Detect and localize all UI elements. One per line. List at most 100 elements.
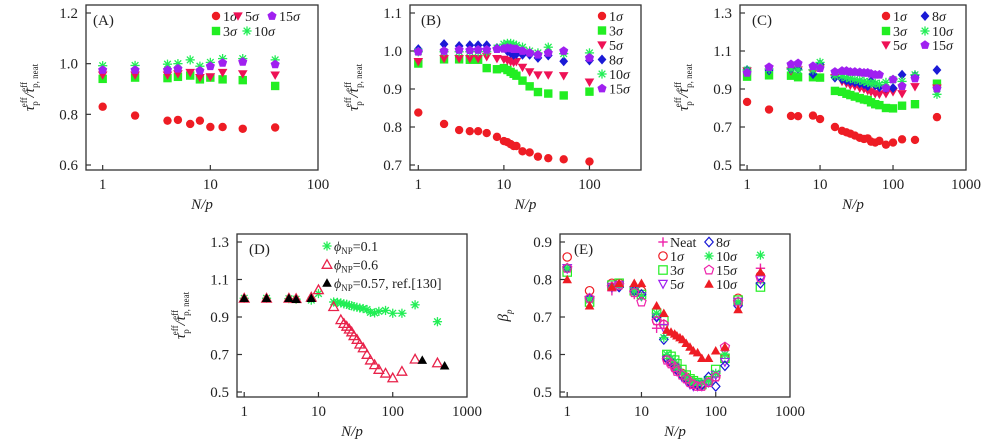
legend-marker	[321, 258, 333, 269]
legend-marker	[597, 83, 607, 93]
data-point	[888, 104, 898, 113]
data-point	[162, 65, 173, 74]
legend-label: 3σ	[893, 25, 908, 40]
data-point	[239, 293, 249, 303]
plot-frame	[739, 4, 967, 171]
data-point	[703, 353, 714, 363]
legend-label: 3σ	[670, 264, 685, 279]
data-point	[875, 100, 884, 110]
data-point	[238, 75, 247, 85]
data-point	[439, 39, 449, 50]
plot-frame	[559, 233, 791, 398]
data-point	[388, 308, 398, 318]
x-tick-label: 10	[203, 177, 218, 193]
data-point	[439, 360, 450, 370]
data-point	[710, 345, 721, 355]
legend-label: Neat	[670, 236, 697, 251]
panel-b: 1 10 100 0.7 0.8 0.9 1.0 1.1 N/p τpeff/τp, neatef…	[343, 4, 642, 213]
legend-label: ϕNP=0.57, ref.[130]	[334, 277, 442, 293]
data-point	[454, 45, 464, 54]
data-point	[481, 53, 492, 62]
x-tick-label: 100	[381, 404, 404, 420]
data-point	[432, 317, 443, 327]
legend-marker	[881, 26, 891, 36]
series-15-	[413, 43, 595, 62]
data-point	[910, 135, 920, 145]
data-point	[659, 308, 669, 318]
x-tick-label: 1	[743, 177, 751, 193]
x-tick-label: 1	[563, 404, 571, 420]
data-point	[755, 250, 766, 260]
panel-label: (C)	[752, 13, 772, 29]
panel-d: 1 10 100 1000 0.5 0.7 0.9 1.1 1.3 N/p τpeff/τp, ne…	[170, 233, 482, 440]
legend-label: 15σ	[716, 264, 738, 279]
legend-label: 3σ	[609, 25, 624, 40]
series--np-0-1	[239, 288, 443, 327]
data-point	[409, 353, 421, 364]
y-tick-label: 1.1	[713, 44, 732, 60]
data-point	[473, 55, 483, 64]
data-point	[658, 318, 670, 329]
legend-label: 3σ	[223, 25, 238, 40]
data-series-group	[413, 38, 595, 166]
data-point	[910, 83, 920, 92]
legend: ϕNP=0.1 ϕNP=0.6 ϕNP=0.57, ref.[130]	[321, 240, 442, 293]
data-point	[881, 103, 891, 113]
data-point	[237, 70, 248, 79]
plot-frame	[85, 4, 319, 171]
x-tick-label: 100	[882, 177, 905, 193]
data-point	[162, 59, 173, 69]
data-point	[130, 65, 140, 74]
data-point	[379, 367, 392, 378]
data-point	[558, 72, 569, 81]
data-point	[414, 108, 423, 117]
data-point	[786, 59, 796, 69]
data-point	[465, 126, 475, 136]
data-point	[636, 296, 647, 307]
data-point	[733, 297, 743, 307]
panel-label: (D)	[249, 242, 270, 258]
data-point	[312, 283, 325, 295]
data-point	[764, 105, 774, 114]
legend-marker	[881, 11, 891, 21]
y-tick-label: 1.0	[59, 57, 78, 73]
data-point	[932, 79, 942, 88]
data-point	[710, 380, 721, 392]
data-point	[585, 87, 594, 96]
data-point	[614, 278, 624, 288]
y-axis-label: τpeff/τp, neateff	[673, 63, 694, 111]
y-tick-label: 0.5	[533, 385, 552, 401]
data-point	[607, 282, 617, 291]
data-point	[492, 132, 502, 142]
data-point	[327, 300, 340, 312]
data-point	[98, 102, 107, 111]
legend-label: 8σ	[716, 236, 731, 251]
data-point	[492, 55, 502, 64]
y-tick-label: 0.7	[533, 310, 552, 326]
data-point	[669, 362, 680, 373]
data-series-group	[742, 57, 942, 149]
data-point	[830, 122, 840, 132]
legend-marker	[233, 12, 243, 21]
data-point	[185, 68, 195, 78]
y-tick-label: 0.5	[713, 158, 732, 174]
x-axis-label: N/p	[514, 197, 537, 213]
y-tick-label: 0.5	[210, 385, 229, 401]
y-tick-label: 0.7	[210, 348, 229, 364]
data-point	[881, 140, 891, 149]
data-point	[830, 86, 840, 96]
data-point	[270, 123, 280, 132]
data-point	[364, 353, 377, 365]
data-point	[218, 75, 227, 84]
data-point	[173, 63, 183, 73]
data-point	[692, 347, 703, 357]
data-point	[764, 62, 774, 72]
data-series-group	[97, 54, 280, 133]
legend-label: 5σ	[670, 278, 685, 293]
data-series-group	[561, 250, 766, 392]
data-point	[808, 61, 818, 71]
data-point	[881, 90, 891, 99]
data-point	[284, 293, 294, 303]
data-point	[518, 147, 527, 156]
data-point	[636, 278, 647, 288]
